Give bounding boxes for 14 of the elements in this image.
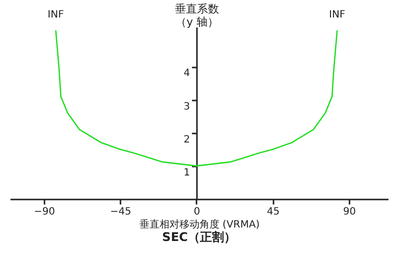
y-tick-label: 4 [184, 68, 190, 80]
x-tick-label: 90 [343, 206, 356, 218]
y-tick-label: 2 [184, 134, 190, 146]
x-tick-label: 0 [194, 206, 200, 218]
text: SEC（正割） [162, 230, 236, 244]
annotation: INF [329, 9, 346, 20]
y-axis-title: 垂直系数（y 轴） [174, 2, 219, 28]
x-tick-label: 45 [266, 206, 280, 218]
x-tick-label: −45 [110, 206, 132, 218]
y-tick-label: 1 [184, 167, 190, 178]
x-axis-title: 垂直相对移动角度 (VRMA) [139, 218, 260, 230]
x-tick-label: −90 [34, 206, 55, 218]
annotation: INF [48, 9, 64, 20]
y-tick-label: 3 [184, 101, 190, 112]
